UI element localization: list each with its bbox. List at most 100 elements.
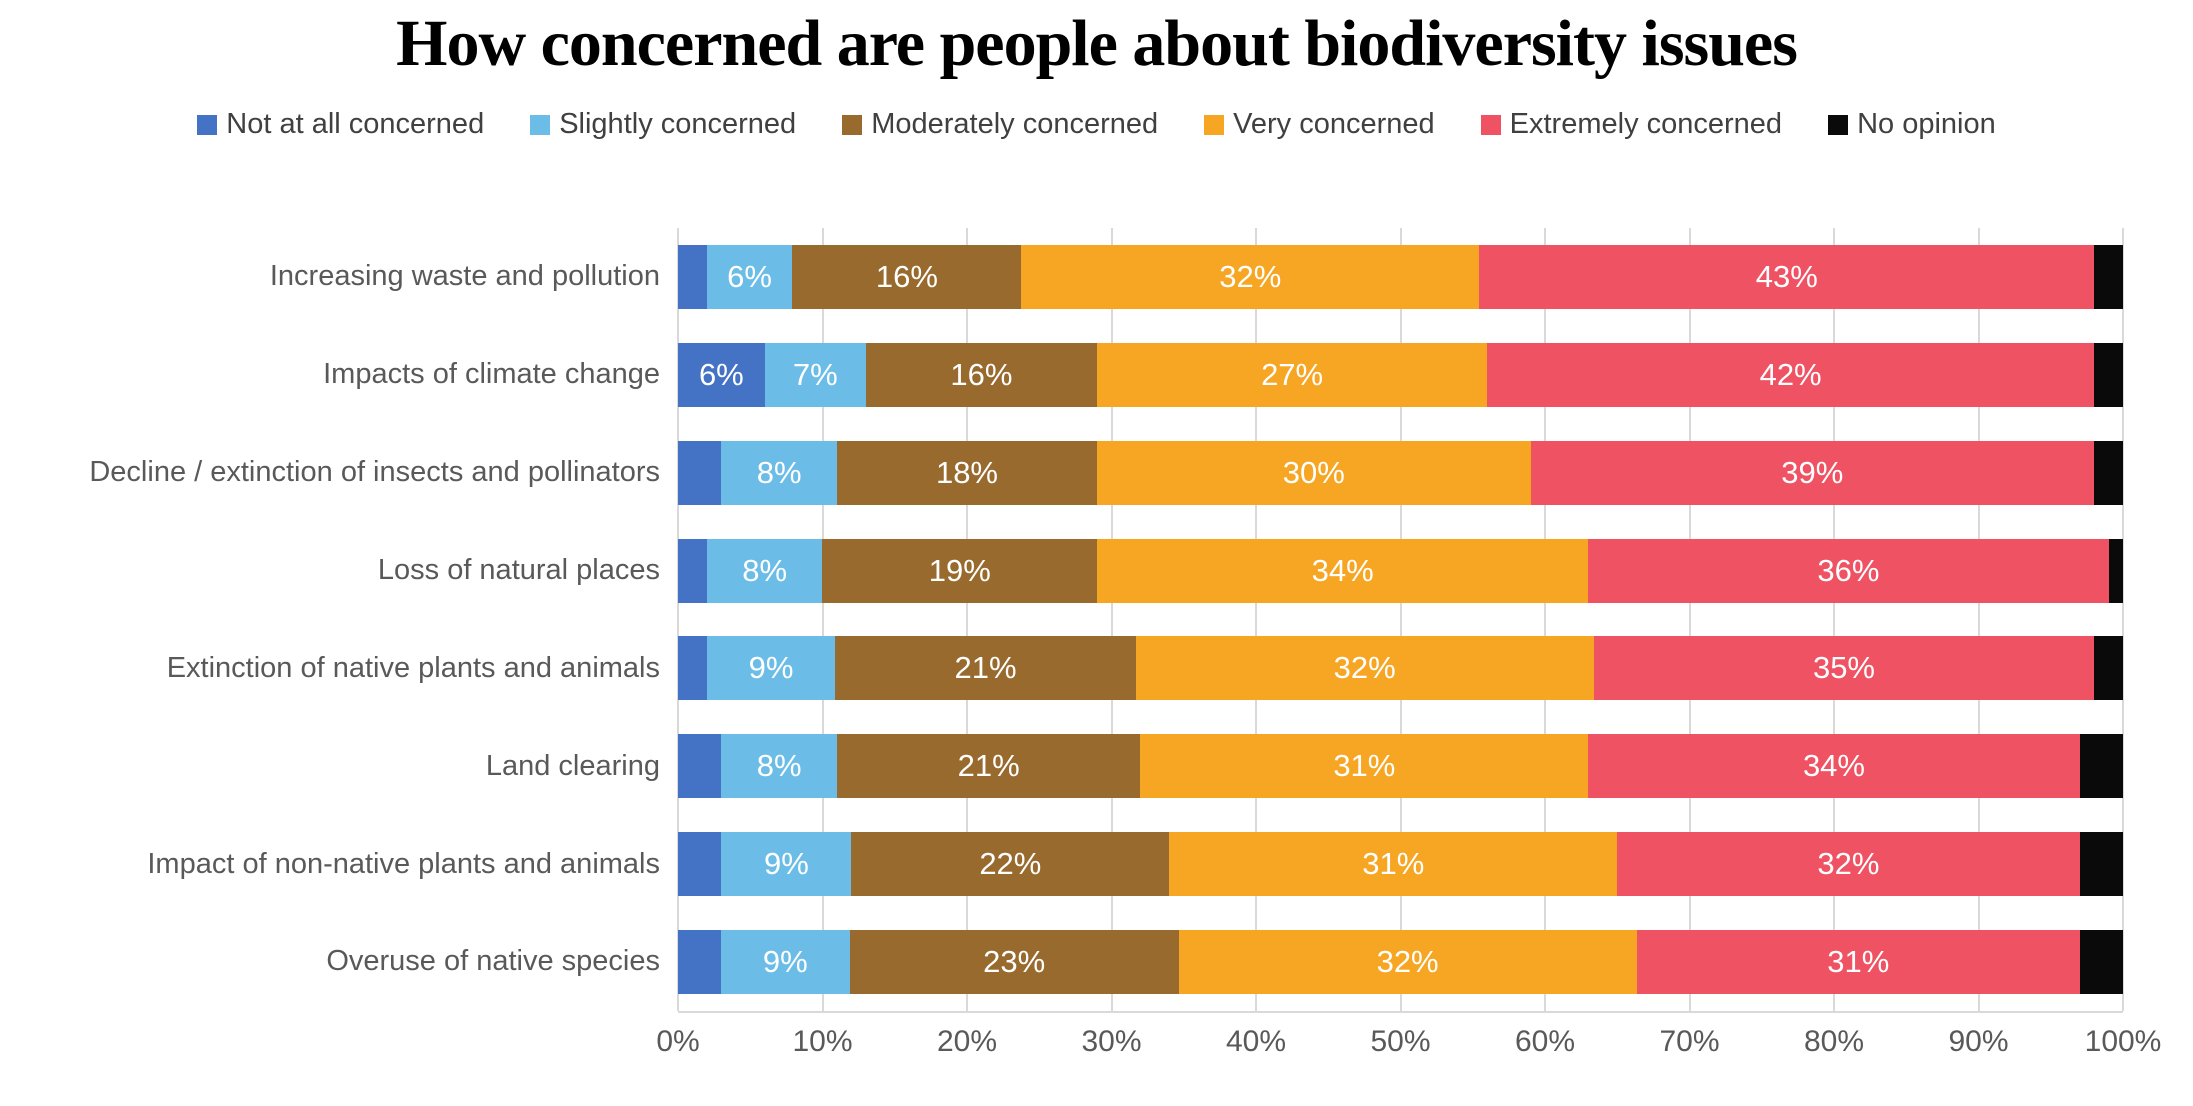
gridline xyxy=(1110,228,1113,1011)
bar-segment-label: 32% xyxy=(1376,944,1439,980)
chart-row: Loss of natural places 8% 19% 34% 36% xyxy=(0,522,2193,620)
plot-area: Increasing waste and pollution 6% 16% 32% 43… xyxy=(0,228,2193,1058)
bar-segment: 22% xyxy=(851,832,1170,897)
bar-track: 9% 22% 31% 32% xyxy=(678,832,2123,897)
bar-track: 9% 21% 32% 35% xyxy=(678,636,2123,701)
bar-segment: 6% xyxy=(706,244,793,309)
bar-segment: 34% xyxy=(1588,734,2080,799)
bar-segment: 8% xyxy=(721,734,837,799)
legend-swatch-icon xyxy=(197,114,218,135)
bar-segment-label: 6% xyxy=(698,356,744,392)
x-tick-label: 80% xyxy=(1803,1025,1865,1058)
bar-segment-label: 39% xyxy=(1781,454,1844,490)
bar-segment xyxy=(2094,342,2123,407)
bar-segment: 7% xyxy=(764,342,866,407)
bar-segment: 18% xyxy=(836,440,1098,505)
chart-row: Impacts of climate change 6% 7% 16% 27% 42% xyxy=(0,326,2193,424)
bar-segment: 30% xyxy=(1097,440,1531,505)
bar-segment: 36% xyxy=(1588,538,2109,603)
legend-item-label: Very concerned xyxy=(1233,108,1435,140)
bar-track: 8% 21% 31% 34% xyxy=(678,734,2123,799)
bar-segment xyxy=(678,832,722,897)
chart-title: How concerned are people about biodivers… xyxy=(396,7,1798,80)
legend-item-label: No opinion xyxy=(1857,108,1996,140)
bar-segment-label: 8% xyxy=(742,552,788,588)
category-label: Loss of natural places xyxy=(377,553,660,586)
gridline xyxy=(2122,228,2124,1011)
bar-track: 6% 16% 32% 43% xyxy=(678,244,2123,309)
bar-segment xyxy=(678,930,721,995)
x-axis: 0% 10% 20% 30% 40% 50% 60% 70% 80% 90% 100% xyxy=(656,1025,2161,1075)
legend-item: Not at all concerned xyxy=(197,108,484,141)
bar-segment: 8% xyxy=(706,538,823,603)
bar-segment-label: 21% xyxy=(957,748,1020,784)
bar-segment-label: 31% xyxy=(1333,748,1396,784)
bar-segment xyxy=(678,734,722,799)
legend-swatch-icon xyxy=(1480,114,1501,135)
bar-track: 8% 19% 34% 36% xyxy=(678,538,2123,603)
gridline xyxy=(1255,228,1257,1011)
bar-segment-label: 31% xyxy=(1827,944,1890,980)
legend-item: No opinion xyxy=(1828,108,1996,141)
bar-segment: 32% xyxy=(1021,244,1480,309)
x-tick-label: 30% xyxy=(1081,1025,1142,1058)
x-tick-label: 100% xyxy=(2084,1025,2162,1058)
bar-segment: 8% xyxy=(721,440,837,505)
bar-segment: 31% xyxy=(1140,734,1589,799)
legend-swatch-icon xyxy=(530,114,551,135)
category-label: Decline / extinction of insects and poll… xyxy=(89,456,660,489)
bar-segment-label: 16% xyxy=(950,356,1013,392)
bar-segment-label: 32% xyxy=(1817,846,1880,882)
legend-item: Slightly concerned xyxy=(530,108,796,141)
category-label: Increasing waste and pollution xyxy=(269,260,660,293)
chart-row: Decline / extinction of insects and poll… xyxy=(0,424,2193,522)
x-tick-label: 40% xyxy=(1225,1025,1287,1058)
category-label: Extinction of native plants and animals xyxy=(166,651,660,684)
bar-segment-label: 35% xyxy=(1812,650,1875,686)
bar-track: 6% 7% 16% 27% 42% xyxy=(678,342,2123,407)
category-label: Land clearing xyxy=(485,749,660,782)
bar-segment xyxy=(2108,538,2123,603)
gridline xyxy=(1977,228,1980,1011)
bar-segment: 42% xyxy=(1487,342,2095,407)
gridline xyxy=(1833,228,1835,1011)
gridline xyxy=(966,228,968,1011)
x-tick-label: 20% xyxy=(936,1025,998,1058)
bar-segment-label: 42% xyxy=(1759,356,1822,392)
legend-swatch-icon xyxy=(1828,114,1849,135)
category-label: Overuse of native species xyxy=(326,945,660,978)
bar-segment-label: 30% xyxy=(1282,454,1345,490)
bar-track: 8% 18% 30% 39% xyxy=(678,440,2123,505)
bar-segment-label: 6% xyxy=(727,258,772,294)
x-tick-label: 90% xyxy=(1948,1025,2009,1058)
bar-segment xyxy=(2094,636,2123,701)
legend-swatch-icon xyxy=(1204,114,1225,135)
bar-segment: 35% xyxy=(1593,636,2095,701)
bar-segment-label: 22% xyxy=(979,846,1042,882)
bar-segment-label: 9% xyxy=(763,846,809,882)
x-tick-label: 10% xyxy=(792,1025,853,1058)
bar-segment-label: 23% xyxy=(983,944,1046,980)
chart-row: Overuse of native species 9% 23% 32% 31% xyxy=(0,913,2193,1011)
bar-segment: 32% xyxy=(1135,636,1594,701)
bar-segment-label: 21% xyxy=(954,650,1017,686)
x-tick-label: 60% xyxy=(1514,1025,1576,1058)
bar-segment-label: 31% xyxy=(1362,846,1425,882)
bar-segment-label: 16% xyxy=(875,258,938,294)
bar-segment-label: 8% xyxy=(756,454,802,490)
bar-segment: 9% xyxy=(720,930,850,995)
bar-segment-label: 34% xyxy=(1311,552,1374,588)
bar-segment: 32% xyxy=(1178,930,1637,995)
bar-segment: 34% xyxy=(1097,538,1589,603)
bar-segment: 6% xyxy=(678,342,765,407)
bar-segment-label: 9% xyxy=(748,650,794,686)
bar-segment-label: 34% xyxy=(1802,748,1865,784)
bar-segment-label: 36% xyxy=(1817,552,1880,588)
bar-segment xyxy=(2079,832,2123,897)
bar-segment xyxy=(678,244,707,309)
x-tick-label: 70% xyxy=(1659,1025,1720,1058)
bar-segment: 39% xyxy=(1530,440,2095,505)
bar-segment: 16% xyxy=(792,244,1022,309)
bar-segment-label: 27% xyxy=(1261,356,1324,392)
legend-item-label: Slightly concerned xyxy=(559,108,797,140)
